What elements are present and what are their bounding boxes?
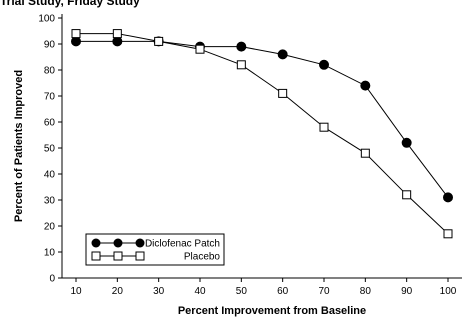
legend-marker-filled-circle [91, 238, 101, 248]
data-point-placebo [154, 36, 164, 46]
series-line [76, 40, 449, 198]
x-tick-label: 100 [440, 286, 457, 297]
data-point-placebo [319, 122, 329, 132]
legend-marker-open-square [135, 251, 145, 261]
y-tick-label: 90 [44, 40, 56, 51]
x-tick-label: 90 [401, 286, 413, 297]
y-tick-label: 50 [44, 144, 56, 155]
legend: Diclofenac Patch Placebo [85, 233, 225, 266]
y-tick-label: 40 [44, 170, 56, 181]
tick-labels: 0 10 20 30 40 50 60 70 80 90 100 10 20 30 40 50 60 70 80 90… [38, 14, 456, 298]
data-point-placebo [360, 148, 370, 158]
y-tick-label: 60 [44, 118, 56, 129]
data-point-diclofenac [319, 59, 329, 70]
y-tick-label: 30 [44, 196, 56, 207]
y-axis-label: Percent of Patients Improved [13, 70, 25, 222]
legend-label: Placebo [184, 252, 221, 263]
data-point-placebo [236, 60, 246, 70]
x-tick-label: 20 [112, 286, 124, 297]
x-axis-label: Percent Improvement from Baseline [178, 305, 366, 317]
y-tick-label: 20 [44, 222, 56, 233]
data-point-placebo [112, 29, 122, 39]
series-markers [71, 29, 453, 239]
axes [61, 14, 462, 279]
legend-marker-filled-circle [135, 238, 145, 248]
x-tick-label: 10 [70, 286, 82, 297]
y-tick-label: 70 [44, 92, 56, 103]
legend-box [85, 233, 225, 266]
data-point-diclofenac [401, 137, 412, 148]
data-point-diclofenac [277, 49, 288, 60]
data-point-placebo [443, 229, 453, 239]
x-tick-label: 40 [194, 286, 206, 297]
series-lines [76, 33, 449, 235]
chart-title-fragment: Trial Study, Friday Study [0, 0, 140, 8]
x-tick-label: 60 [277, 286, 289, 297]
data-point-placebo [71, 29, 81, 39]
y-tick-label: 0 [49, 274, 55, 285]
x-tick-label: 70 [318, 286, 330, 297]
legend-label: Diclofenac Patch [145, 239, 220, 250]
data-point-diclofenac [236, 41, 247, 52]
data-point-placebo [402, 190, 412, 200]
y-tick-label: 100 [38, 14, 55, 25]
data-point-diclofenac [360, 80, 371, 91]
data-point-diclofenac [443, 192, 453, 203]
y-tick-label: 10 [44, 248, 56, 259]
series-line [76, 33, 449, 235]
x-tick-label: 80 [360, 286, 372, 297]
legend-marker-filled-circle [113, 238, 123, 248]
legend-marker-open-square [113, 251, 123, 261]
data-point-diclofenac [112, 36, 123, 47]
x-tick-label: 30 [153, 286, 165, 297]
data-point-diclofenac [71, 36, 81, 47]
y-tick-label: 80 [44, 66, 56, 77]
data-point-placebo [278, 88, 288, 98]
x-tick-label: 50 [236, 286, 248, 297]
legend-marker-open-square [91, 251, 101, 261]
data-point-placebo [195, 44, 205, 54]
